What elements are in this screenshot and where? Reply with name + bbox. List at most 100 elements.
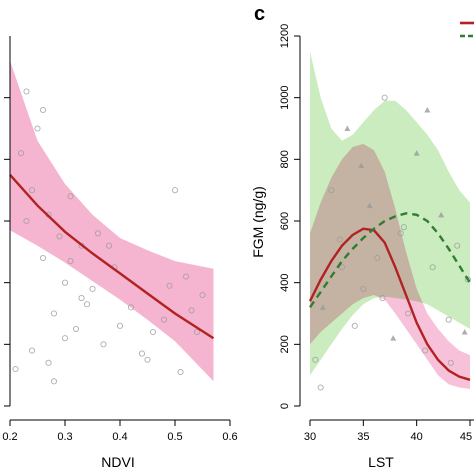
lst-point-triangle bbox=[413, 150, 420, 156]
lst-x-tick-label: 45 bbox=[460, 431, 472, 443]
lst-point-triangle bbox=[390, 335, 397, 341]
lst-y-tick-label: 800 bbox=[279, 150, 291, 168]
red-ci-area bbox=[310, 143, 470, 389]
lst-point bbox=[445, 316, 452, 323]
ndvi-point bbox=[72, 325, 80, 332]
ndvi-x-axis-label: NDVI bbox=[101, 454, 134, 470]
ndvi-point bbox=[50, 310, 58, 317]
ndvi-point bbox=[144, 356, 151, 363]
lst-point-triangle bbox=[424, 107, 431, 113]
ndvi-point bbox=[61, 335, 69, 342]
ndvi-point bbox=[23, 217, 30, 225]
ndvi-fit-curve bbox=[9, 174, 215, 340]
ndvi-ci-area bbox=[10, 60, 214, 382]
lst-y-tick-label: 400 bbox=[279, 273, 291, 291]
lst-y-tick-label: 1000 bbox=[279, 85, 291, 109]
ndvi-point bbox=[193, 328, 201, 336]
lst-point bbox=[429, 264, 436, 271]
lst-point bbox=[360, 285, 367, 292]
lst-point bbox=[379, 295, 386, 302]
lst-point bbox=[374, 254, 381, 262]
ndvi-point bbox=[83, 301, 91, 308]
ndvi-point bbox=[89, 285, 96, 292]
ndvi-point bbox=[182, 273, 190, 280]
lst-fit-lines bbox=[308, 212, 472, 381]
ndvi-point bbox=[67, 258, 74, 265]
ndvi-x-tick-label: 0.2 bbox=[2, 431, 17, 443]
ndvi-data-points bbox=[12, 88, 206, 385]
lst-point bbox=[351, 322, 358, 329]
ndvi-confidence-band bbox=[10, 60, 214, 382]
lst-confidence-bands bbox=[310, 51, 470, 389]
ndvi-point bbox=[171, 187, 179, 194]
ndvi-point bbox=[50, 378, 58, 385]
ndvi-point bbox=[199, 291, 206, 299]
lst-axes: 0 200 400 600 800 1000 1200 30 35 40 45 bbox=[279, 24, 474, 443]
ndvi-point bbox=[39, 106, 47, 114]
lst-data-points bbox=[312, 94, 471, 391]
ndvi-point bbox=[166, 282, 173, 289]
ndvi-panel: 0.2 0.3 0.4 0.5 0.6 NDVI bbox=[2, 36, 238, 470]
ndvi-point bbox=[78, 295, 85, 302]
ndvi-point bbox=[56, 233, 63, 240]
lst-point bbox=[336, 236, 343, 243]
ndvi-point bbox=[105, 242, 113, 249]
lst-point-triangle bbox=[358, 162, 365, 168]
ndvi-point bbox=[116, 322, 124, 329]
lst-point bbox=[447, 359, 454, 366]
ndvi-point bbox=[39, 254, 47, 262]
ndvi-point bbox=[28, 187, 36, 194]
ndvi-point bbox=[177, 369, 184, 376]
green-fit-curve bbox=[309, 212, 472, 308]
ndvi-x-tick-label: 0.6 bbox=[222, 431, 237, 443]
lst-x-tick-label: 40 bbox=[411, 431, 423, 443]
ndvi-point bbox=[127, 304, 135, 311]
ndvi-x-tick-label: 0.5 bbox=[167, 431, 182, 443]
legend bbox=[460, 21, 474, 38]
ndvi-x-tick-label: 0.4 bbox=[112, 431, 127, 443]
lst-point bbox=[422, 347, 429, 354]
lst-panel: c 0 200 400 600 800 1000 1200 30 35 40 45 LST FGM … bbox=[250, 3, 474, 470]
ndvi-point bbox=[45, 359, 52, 366]
ndvi-fit-line bbox=[9, 174, 215, 340]
lst-x-tick-label: 30 bbox=[304, 431, 316, 443]
ndvi-point bbox=[138, 350, 146, 357]
red-fit-curve bbox=[308, 227, 471, 381]
ndvi-point bbox=[149, 328, 157, 336]
ndvi-point bbox=[12, 365, 19, 373]
ndvi-point bbox=[28, 347, 36, 354]
ndvi-point bbox=[160, 316, 168, 323]
ndvi-point bbox=[34, 125, 41, 132]
lst-point-triangle bbox=[319, 304, 326, 310]
lst-y-tick-label: 600 bbox=[279, 212, 291, 230]
lst-point-triangle bbox=[344, 125, 351, 131]
lst-x-axis-label: LST bbox=[368, 454, 394, 470]
lst-y-tick-label: 1200 bbox=[279, 24, 291, 48]
lst-y-axis-label: FGM (ng/g) bbox=[250, 186, 266, 258]
lst-point-triangle bbox=[438, 211, 445, 218]
lst-point bbox=[317, 384, 324, 391]
lst-point bbox=[397, 230, 404, 237]
lst-point bbox=[328, 187, 335, 194]
lst-point bbox=[454, 242, 461, 249]
lst-y-tick-label: 0 bbox=[279, 403, 291, 409]
lst-point bbox=[405, 310, 412, 317]
ndvi-x-tick-label: 0.3 bbox=[57, 431, 72, 443]
lst-point bbox=[381, 94, 388, 101]
panel-letter: c bbox=[254, 3, 265, 25]
lst-y-tick-label: 200 bbox=[279, 335, 291, 353]
lst-x-tick-label: 35 bbox=[357, 431, 369, 443]
ndvi-point bbox=[23, 88, 30, 95]
ndvi-point bbox=[188, 307, 195, 314]
lst-point bbox=[312, 356, 319, 363]
lst-point bbox=[400, 224, 407, 231]
ndvi-point bbox=[67, 193, 74, 200]
ndvi-point bbox=[61, 279, 69, 286]
lst-point-triangle bbox=[366, 202, 373, 209]
ndvi-point bbox=[17, 150, 25, 157]
ndvi-point bbox=[100, 341, 107, 348]
lst-point bbox=[338, 264, 346, 271]
lst-point-triangle bbox=[461, 329, 468, 335]
ndvi-axes: 0.2 0.3 0.4 0.5 0.6 bbox=[2, 36, 238, 443]
